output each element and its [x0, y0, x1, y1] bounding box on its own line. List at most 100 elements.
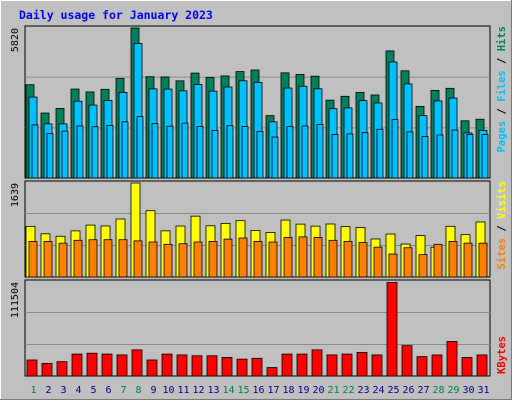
bar-sites-day-3: [58, 242, 68, 278]
panel-3: 111504: [10, 279, 491, 377]
day-label: 24: [372, 385, 384, 396]
bar-pages-day-19: [301, 125, 309, 179]
bar-kbytes-day-13: [206, 355, 218, 377]
day-label: 2: [45, 385, 51, 396]
legend-item: KBytes: [496, 336, 508, 374]
y-max-label: 1639: [10, 183, 21, 207]
legend-item: /: [496, 102, 508, 121]
bar-pages-day-20: [316, 123, 324, 179]
y-max-label: 5820: [10, 28, 21, 52]
day-label: 9: [150, 385, 156, 396]
day-label: 17: [267, 385, 279, 396]
series-legends: Pages / Files / Hits Sites / Visits KBytes: [496, 26, 508, 374]
chart-title: Daily usage for January 2023: [19, 8, 213, 22]
bar-pages-day-10: [166, 125, 174, 179]
bar-kbytes-day-5: [86, 352, 98, 377]
day-label: 12: [192, 385, 204, 396]
day-label: 26: [402, 385, 414, 396]
bar-kbytes-day-11: [176, 354, 188, 377]
day-label: 6: [105, 385, 111, 396]
bar-pages-day-17: [271, 136, 279, 179]
bar-kbytes-day-26: [401, 345, 413, 377]
bar-pages-day-12: [196, 126, 204, 179]
day-label: 15: [237, 385, 249, 396]
day-label: 8: [135, 385, 141, 396]
day-label: 3: [60, 385, 66, 396]
bar-pages-day-9: [151, 123, 159, 179]
bar-kbytes-day-10: [161, 353, 173, 377]
bar-sites-day-23: [358, 242, 368, 278]
day-label: 5: [90, 385, 96, 396]
bar-kbytes-day-20: [311, 349, 323, 377]
legend-item: /: [496, 51, 508, 70]
bar-sites-day-13: [208, 241, 218, 278]
bar-sites-day-9: [148, 241, 158, 278]
bar-kbytes-day-4: [71, 353, 83, 377]
bar-sites-day-4: [73, 239, 83, 278]
x-axis-day-labels: 1 2 3 4 5 6 7 8 9 10 11 12 13 14 15 16 17 18 19 20 21 22 23 24 2…: [30, 385, 489, 396]
bar-kbytes-day-29: [446, 341, 458, 377]
bar-kbytes-day-23: [356, 351, 368, 377]
bar-pages-day-18: [286, 126, 294, 179]
legend-item: Hits: [496, 26, 508, 51]
bar-kbytes-day-31: [476, 354, 488, 377]
legend-panel-2: Sites / Visits: [496, 181, 508, 270]
bar-pages-day-15: [241, 126, 249, 179]
series-pages: [31, 116, 489, 179]
plot-area: 5820 1639 111504: [10, 25, 491, 377]
legend-item: Files: [496, 70, 508, 102]
day-label: 25: [387, 385, 399, 396]
bar-sites-day-19: [298, 236, 308, 278]
bar-sites-day-11: [178, 243, 188, 278]
bar-kbytes-day-15: [236, 358, 248, 377]
day-label: 23: [357, 385, 369, 396]
bar-kbytes-day-9: [146, 359, 158, 377]
bar-kbytes-day-17: [266, 367, 278, 377]
bar-kbytes-day-7: [116, 354, 128, 377]
day-label: 18: [282, 385, 294, 396]
bar-sites-day-5: [88, 239, 98, 278]
series-kbytes: [26, 282, 488, 377]
bar-kbytes-day-2: [41, 362, 53, 377]
bar-sites-day-6: [103, 239, 113, 278]
day-label: 31: [477, 385, 489, 396]
day-label: 10: [162, 385, 174, 396]
bar-sites-day-17: [268, 241, 278, 278]
bar-sites-day-18: [283, 237, 293, 278]
legend-item: Sites: [496, 238, 508, 270]
bar-pages-day-1: [31, 124, 39, 179]
bar-sites-day-27: [418, 254, 428, 278]
day-label: 30: [462, 385, 474, 396]
bar-pages-day-2: [46, 133, 54, 179]
bar-sites-day-12: [193, 241, 203, 278]
bar-kbytes-day-22: [341, 353, 353, 377]
day-label: 13: [207, 385, 219, 396]
day-label: 4: [75, 385, 81, 396]
bar-sites-day-14: [223, 238, 233, 278]
bar-pages-day-25: [391, 119, 399, 179]
day-label: 16: [252, 385, 264, 396]
bar-sites-day-15: [238, 237, 248, 278]
day-label: 29: [447, 385, 459, 396]
legend-panel-1: Pages / Files / Hits: [496, 26, 508, 152]
legend-item: Pages: [496, 121, 508, 153]
bar-kbytes-day-14: [221, 357, 233, 377]
day-label: 22: [342, 385, 354, 396]
bar-pages-day-23: [361, 132, 369, 179]
day-label: 21: [327, 385, 339, 396]
bar-sites-day-28: [433, 243, 443, 278]
bar-kbytes-day-28: [431, 354, 443, 377]
bar-pages-day-16: [256, 130, 264, 179]
bar-pages-day-13: [211, 129, 219, 179]
bar-pages-day-8: [136, 116, 144, 179]
bar-sites-day-7: [118, 239, 128, 278]
legend-panel-3: KBytes: [496, 336, 508, 374]
bar-kbytes-day-18: [281, 353, 293, 377]
bar-pages-day-3: [61, 130, 69, 179]
bar-pages-day-22: [346, 133, 354, 179]
bar-kbytes-day-19: [296, 353, 308, 377]
day-label: 11: [177, 385, 189, 396]
bar-sites-day-21: [328, 239, 338, 278]
bar-pages-day-14: [226, 125, 234, 179]
